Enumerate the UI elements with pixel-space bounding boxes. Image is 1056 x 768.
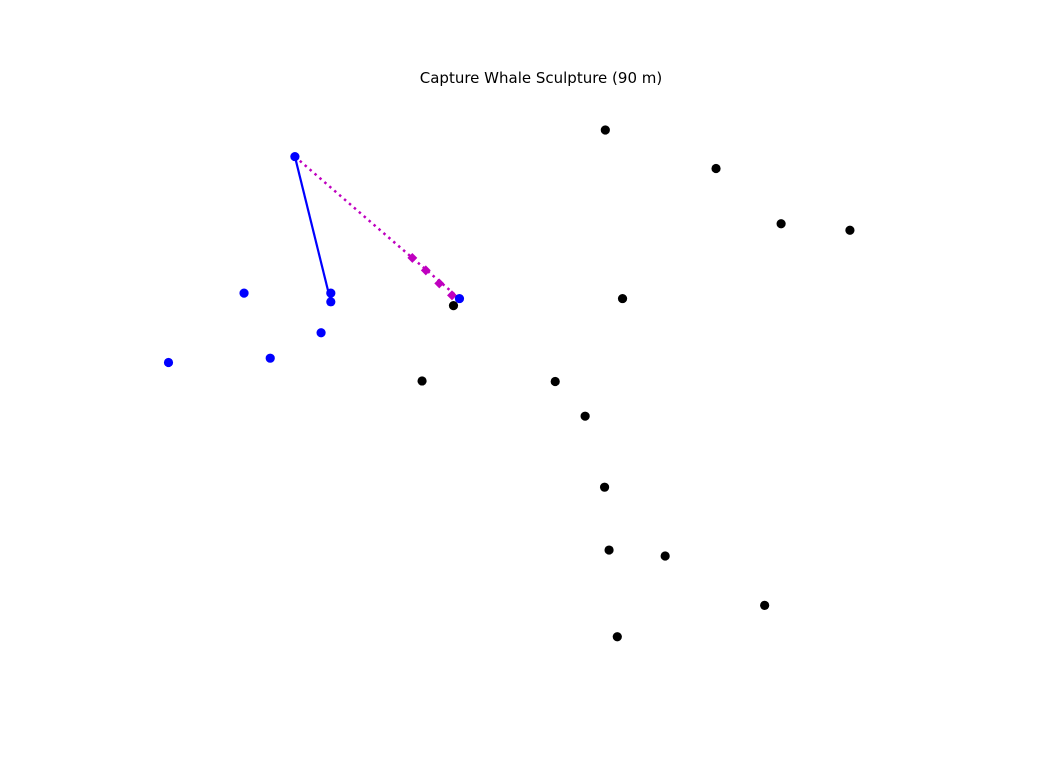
path-waypoint-marker: [447, 290, 457, 301]
path-waypoint-marker: [434, 278, 445, 289]
move-path-line: [293, 156, 332, 303]
enemy-point: [599, 482, 610, 492]
enemy-point: [617, 293, 628, 304]
point-layer: [163, 125, 855, 642]
chart-title: Capture Whale Sculpture (90 m): [419, 69, 663, 87]
enemy-point: [550, 376, 560, 387]
path-layer: [293, 155, 461, 303]
enemy-point: [845, 225, 855, 235]
friendly-point: [265, 353, 275, 363]
friendly-point: [239, 288, 249, 298]
enemy-point: [660, 551, 670, 561]
friendly-point: [454, 293, 465, 304]
target-path-line: [294, 155, 461, 300]
path-waypoint-marker: [407, 252, 418, 263]
enemy-point: [417, 376, 427, 386]
friendly-point: [326, 297, 336, 307]
enemy-point: [760, 600, 770, 610]
friendly-point: [316, 328, 326, 338]
enemy-point: [600, 125, 610, 135]
enemy-point: [604, 545, 614, 555]
friendly-point: [326, 288, 336, 298]
enemy-point: [612, 632, 622, 642]
path-waypoint-marker: [420, 265, 431, 276]
enemy-point: [776, 219, 786, 229]
enemy-point: [580, 411, 590, 421]
friendly-point: [290, 151, 300, 162]
enemy-point: [711, 163, 721, 174]
friendly-point: [163, 357, 174, 368]
enemy-point: [448, 301, 459, 311]
